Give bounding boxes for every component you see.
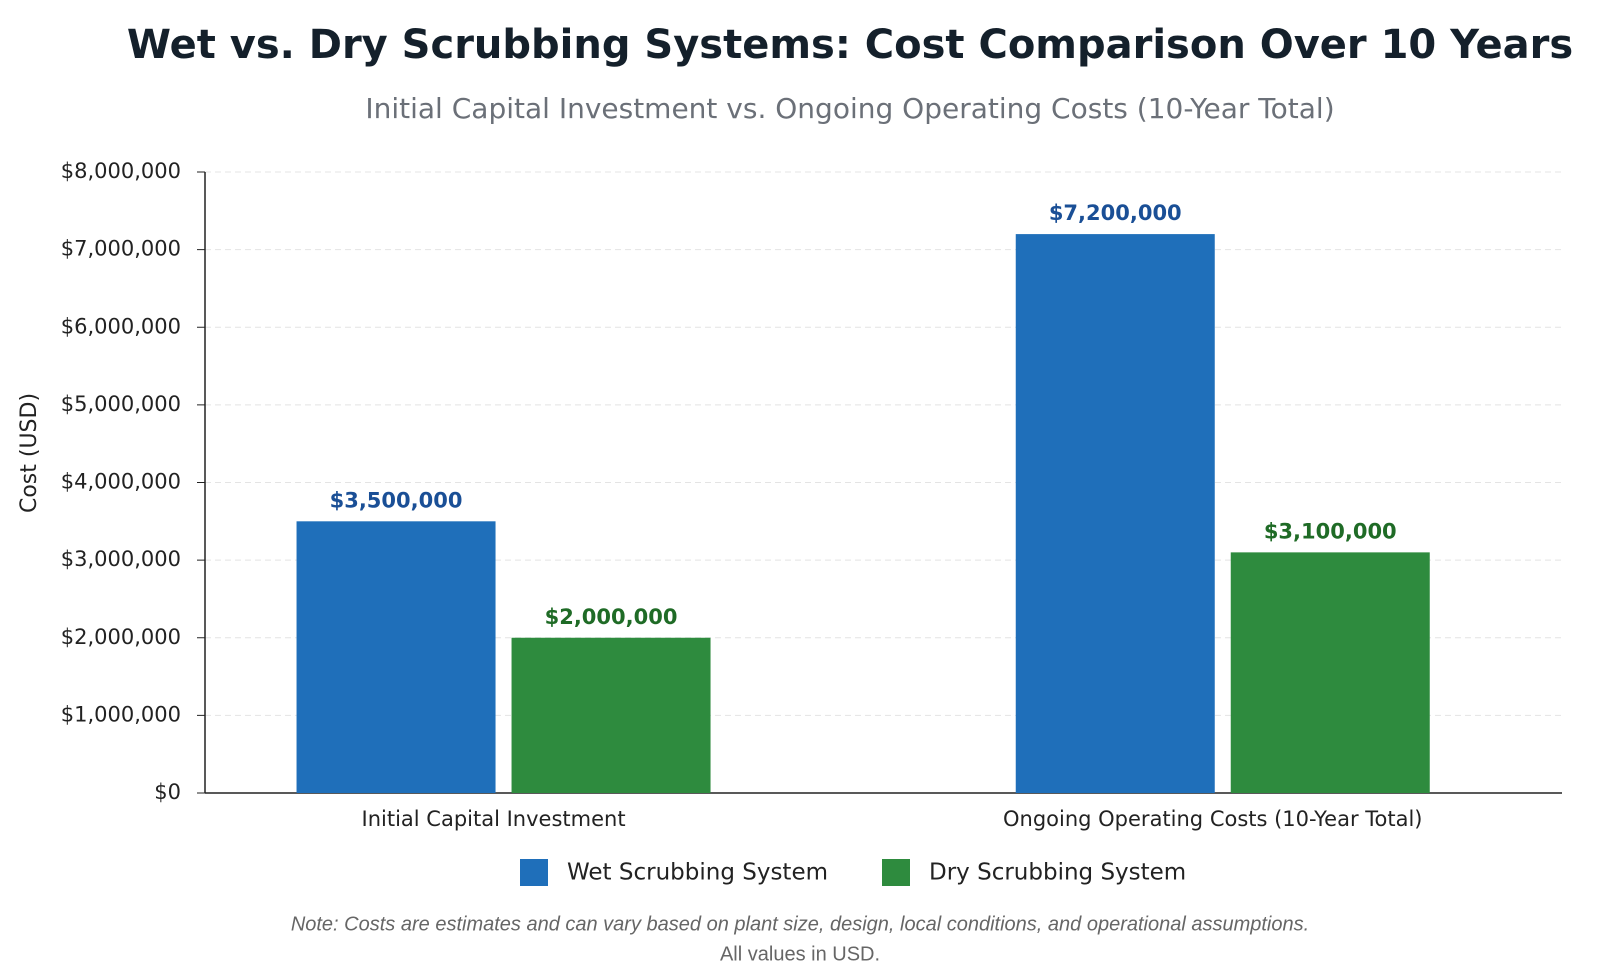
y-axis-label: Cost (USD): [17, 393, 42, 513]
y-tick-label: $6,000,000: [61, 314, 181, 338]
value-label: $3,500,000: [330, 488, 463, 512]
x-tick-label: Ongoing Operating Costs (10-Year Total): [1003, 807, 1423, 831]
bar: [1015, 234, 1215, 794]
value-label: $3,100,000: [1264, 519, 1397, 543]
bar: [296, 521, 496, 793]
y-tick-label: $1,000,000: [61, 702, 181, 726]
y-tick-label: $4,000,000: [61, 470, 181, 494]
bar: [1230, 552, 1430, 793]
y-tick-label: $0: [154, 780, 181, 804]
y-tick-label: $2,000,000: [61, 625, 181, 649]
value-label: $2,000,000: [545, 605, 678, 629]
bar: [511, 637, 711, 793]
y-tick-label: $8,000,000: [61, 159, 181, 183]
legend-swatch: [520, 859, 548, 886]
y-tick-label: $3,000,000: [61, 547, 181, 571]
legend-label: Dry Scrubbing System: [929, 860, 1186, 886]
y-tick-label: $5,000,000: [61, 392, 181, 416]
chart-title: Wet vs. Dry Scrubbing Systems: Cost Comp…: [127, 22, 1573, 68]
legend-label: Wet Scrubbing System: [567, 860, 828, 886]
y-tick-label: $7,000,000: [61, 237, 181, 261]
value-label: $7,200,000: [1049, 201, 1182, 225]
note: All values in USD.: [720, 943, 880, 963]
chart-subtitle: Initial Capital Investment vs. Ongoing O…: [365, 92, 1334, 125]
x-tick-label: Initial Capital Investment: [362, 807, 626, 831]
legend-swatch: [882, 859, 910, 886]
note: Note: Costs are estimates and can vary b…: [291, 913, 1309, 935]
